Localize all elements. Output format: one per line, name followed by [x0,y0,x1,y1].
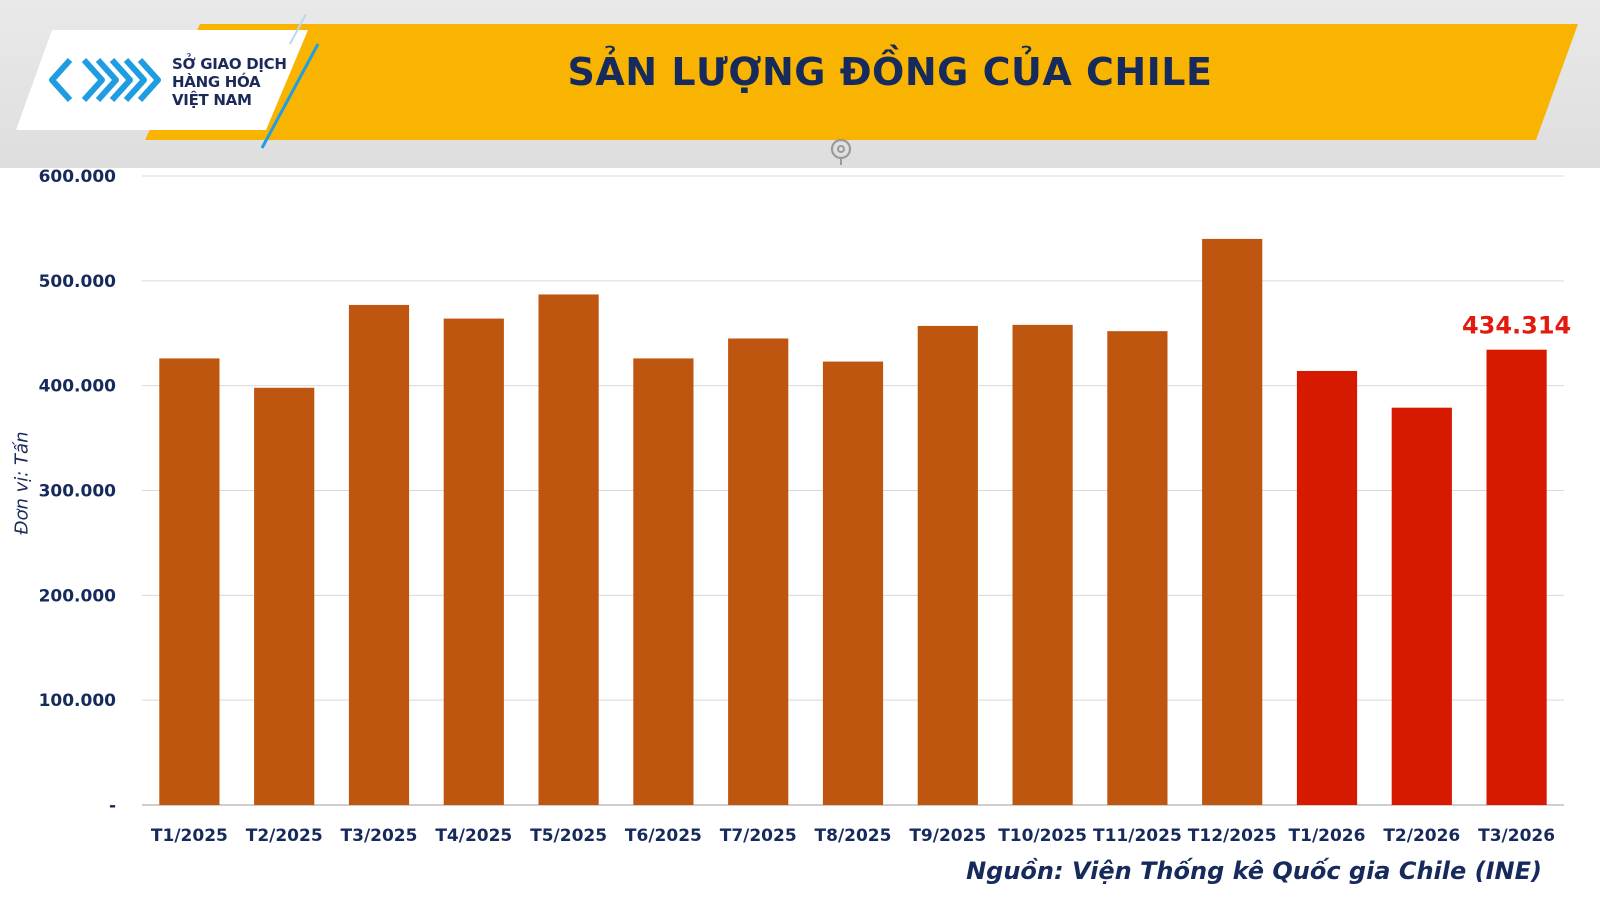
reload-icon[interactable] [828,136,854,166]
bar-T4-2025 [443,318,504,805]
y-tick-label: - [109,796,116,816]
bar-T8-2025 [822,361,884,805]
x-tick-label: T4/2025 [435,826,512,846]
x-tick-label: T3/2026 [1478,826,1555,846]
bar-T11-2025 [1107,331,1168,805]
x-tick-label: T9/2025 [909,826,986,846]
y-axis-label: Đơn vị: Tấn [11,431,33,535]
mxv-logo-icon [49,57,161,103]
x-tick-label: T8/2025 [815,826,892,846]
bar-T3-2026 [1486,349,1547,805]
bar-T9-2025 [917,325,978,805]
x-tick-label: T1/2025 [151,826,228,846]
x-tick-label: T5/2025 [530,826,607,846]
x-tick-label: T10/2025 [998,826,1087,846]
chart-title: SẢN LƯỢNG ĐỒNG CỦA CHILE [567,50,1213,94]
bar-T10-2025 [1012,324,1073,805]
source-note: Nguồn: Viện Thống kê Quốc gia Chile (INE… [966,857,1542,885]
bar-T12-2025 [1202,238,1263,805]
bar-T2-2025 [254,387,315,805]
x-tick-label: T3/2025 [341,826,418,846]
bar-T7-2025 [728,338,789,805]
y-axis-ticks: - 100.000 200.000 300.000 400.000 500.000 600.… [39,167,117,816]
x-tick-label: T2/2025 [246,826,323,846]
bars [159,238,1547,805]
x-tick-label: T1/2026 [1289,826,1366,846]
x-tick-label: T7/2025 [720,826,797,846]
bar-T6-2025 [633,358,694,805]
x-axis-ticks: T1/2025 T2/2025 T3/2025 T4/2025 T5/2025 T6/20… [151,826,1555,846]
logo-line-1: SỞ GIAO DỊCH [172,55,287,73]
x-tick-label: T6/2025 [625,826,702,846]
y-tick-label: 600.000 [39,167,117,187]
title-banner [16,13,1578,149]
banner-shape [145,24,1578,140]
bar-T1-2026 [1296,370,1358,805]
data-labels: 434.314 [1462,312,1571,340]
logo-card-accent-2 [289,13,307,45]
bar-T2-2026 [1391,407,1452,805]
logo-line-3: VIỆT NAM [172,91,252,109]
x-tick-label: T2/2026 [1383,826,1460,846]
y-tick-label: 100.000 [39,691,117,711]
y-tick-label: 500.000 [39,272,117,292]
bar-T5-2025 [538,294,599,805]
logo-card-accent [260,43,320,149]
y-tick-label: 400.000 [39,377,117,397]
x-tick-label: T11/2025 [1093,826,1182,846]
bar-T3-2025 [348,304,410,805]
y-tick-label: 200.000 [39,586,117,606]
logo-line-2: HÀNG HÓA [172,73,261,91]
logo-card [16,30,308,130]
y-tick-label: 300.000 [39,482,117,502]
x-tick-label: T12/2025 [1188,826,1277,846]
bar-T1-2025 [159,358,220,805]
data-label: 434.314 [1462,312,1571,340]
